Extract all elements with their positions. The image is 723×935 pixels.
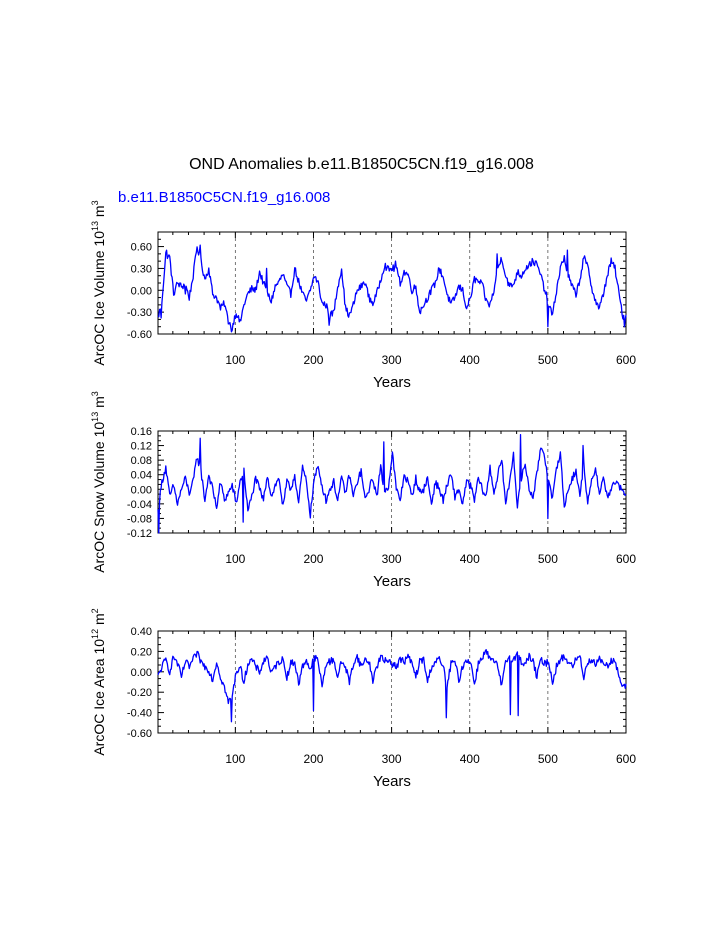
x-tick-label-600: 600	[616, 552, 636, 566]
y-tick-label-3: 0.00	[131, 484, 152, 496]
y-tick-label-5: 0.40	[131, 626, 152, 638]
x-tick-label-300: 300	[382, 552, 402, 566]
y-axis-label-unit-exponent: 3	[90, 391, 100, 396]
y-axis-label-unit-exponent: 3	[90, 200, 100, 205]
y-axis-label-unit: m	[91, 613, 107, 629]
x-axis-label: Years	[373, 573, 411, 590]
x-tick-label-200: 200	[303, 752, 323, 766]
y-tick-label-1: -0.40	[127, 708, 152, 720]
x-tick-label-400: 400	[460, 752, 480, 766]
y-tick-label-1: -0.30	[127, 307, 152, 319]
y-axis-label-unit-exponent: 2	[90, 608, 100, 613]
x-tick-label-500: 500	[538, 752, 558, 766]
x-tick-label-500: 500	[538, 552, 558, 566]
series-line	[157, 244, 627, 333]
series-line	[157, 433, 627, 534]
y-axis-label-exponent: 13	[90, 221, 100, 231]
figure-title: OND Anomalies b.e11.B1850C5CN.f19_g16.00…	[189, 156, 534, 173]
x-tick-label-400: 400	[460, 552, 480, 566]
y-tick-label-3: 0.00	[131, 667, 152, 679]
x-tick-label-600: 600	[616, 752, 636, 766]
x-tick-label-100: 100	[225, 752, 245, 766]
x-axis-label: Years	[373, 773, 411, 790]
x-axis-label: Years	[373, 374, 411, 391]
y-tick-label-6: 0.12	[131, 441, 152, 453]
y-axis-label: ArcOC Snow Volume 1013 m3	[90, 391, 107, 573]
x-tick-label-300: 300	[382, 353, 402, 367]
x-tick-label-100: 100	[225, 552, 245, 566]
y-axis-label-unit: m	[91, 396, 107, 412]
y-tick-label-5: 0.08	[131, 455, 152, 467]
y-tick-label-0: -0.12	[127, 528, 152, 540]
y-tick-label-4: 0.20	[131, 646, 152, 658]
y-tick-label-1: -0.08	[127, 513, 152, 525]
y-axis-label: ArcOC Ice Area 1012 m2	[90, 608, 107, 755]
y-axis-label-text: ArcOC Snow Volume 10	[91, 422, 107, 573]
y-tick-label-4: 0.60	[131, 242, 152, 254]
x-tick-label-200: 200	[303, 552, 323, 566]
x-tick-label-500: 500	[538, 353, 558, 367]
y-axis-label-exponent: 12	[90, 629, 100, 639]
run-label: b.e11.B1850C5CN.f19_g16.008	[118, 189, 331, 206]
y-tick-label-4: 0.04	[131, 470, 152, 482]
y-tick-label-2: -0.20	[127, 687, 152, 699]
y-tick-label-7: 0.16	[131, 426, 152, 438]
y-tick-label-2: 0.00	[131, 285, 152, 297]
x-tick-label-600: 600	[616, 353, 636, 367]
y-tick-label-0: -0.60	[127, 728, 152, 740]
panel-snow-volume: 100 200 300 400 500 600 -0.12 -0.08 -0.04 0.00 0.0…	[90, 391, 636, 590]
y-tick-label-0: -0.60	[127, 329, 152, 341]
x-tick-label-300: 300	[382, 752, 402, 766]
x-tick-label-400: 400	[460, 353, 480, 367]
x-tick-label-100: 100	[225, 353, 245, 367]
y-axis-label-text: ArcOC Ice Area 10	[91, 639, 107, 756]
y-tick-label-2: -0.04	[127, 499, 152, 511]
x-tick-label-200: 200	[303, 353, 323, 367]
panel-ice-area: 100 200 300 400 500 600 -0.60 -0.40 -0.20 0.00 0.2…	[90, 608, 636, 790]
y-axis-label-unit: m	[91, 205, 107, 221]
series-line	[157, 649, 627, 723]
y-axis-label: ArcOC Ice Volume 1013 m3	[90, 200, 107, 365]
panel-ice-volume: 100 200 300 400 500 600 -0.60 -0.30 0.00 0.30 0.60…	[90, 200, 636, 391]
y-axis-label-text: ArcOC Ice Volume 10	[91, 231, 107, 366]
y-tick-label-3: 0.30	[131, 263, 152, 275]
y-axis-label-exponent: 13	[90, 412, 100, 422]
